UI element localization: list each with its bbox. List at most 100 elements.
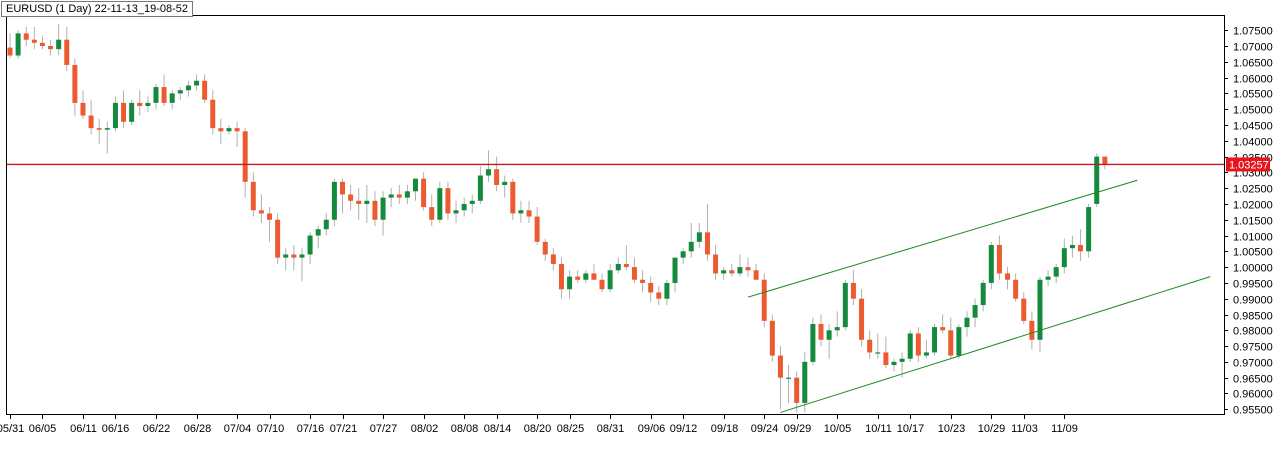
candle-body xyxy=(664,282,670,299)
candle-body xyxy=(834,327,840,331)
candle-body xyxy=(777,355,783,378)
candle-body xyxy=(307,235,313,255)
x-tick-label: 09/12 xyxy=(670,423,698,435)
candle-body xyxy=(445,188,451,214)
candle-body xyxy=(988,245,994,283)
candle-body xyxy=(121,102,127,122)
candle-body xyxy=(1086,207,1092,252)
x-tick-label: 07/16 xyxy=(297,423,325,435)
candle-body xyxy=(218,128,224,132)
candle-body xyxy=(242,131,248,182)
candle-body xyxy=(542,241,548,255)
y-tick-label: 1.04500 xyxy=(1233,121,1273,133)
candle-body xyxy=(591,273,597,280)
x-tick-label: 07/04 xyxy=(224,423,252,435)
candle-body xyxy=(137,102,143,107)
y-tick-label: 0.98500 xyxy=(1233,311,1273,323)
candle-body xyxy=(23,33,29,40)
y-tick-label: 1.06000 xyxy=(1233,74,1273,86)
candle-body xyxy=(1078,245,1084,252)
candle-body xyxy=(348,194,354,201)
candle-body xyxy=(558,263,564,290)
candle-body xyxy=(850,282,856,299)
candle-body xyxy=(640,279,646,283)
candle-body xyxy=(194,80,200,86)
candle-body xyxy=(721,270,727,274)
candle-body xyxy=(948,330,954,356)
candle-body xyxy=(842,282,848,328)
x-tick-label: 07/10 xyxy=(257,423,285,435)
candle-body xyxy=(250,181,256,211)
x-tick-label: 11/09 xyxy=(1051,423,1078,435)
candle-body xyxy=(696,232,702,242)
x-tick-label: 08/25 xyxy=(557,423,585,435)
x-tick-label: 06/05 xyxy=(29,423,57,435)
candle-body xyxy=(234,128,240,132)
y-tick-label: 0.95500 xyxy=(1233,405,1273,417)
candle-body xyxy=(226,128,232,132)
candle-body xyxy=(859,298,865,340)
candle-body xyxy=(502,181,508,185)
y-tick-label: 1.01000 xyxy=(1233,232,1273,244)
candle-body xyxy=(567,276,573,290)
x-tick-label: 10/05 xyxy=(824,423,852,435)
candle-body xyxy=(761,279,767,321)
candle-body xyxy=(631,267,637,280)
candle-body xyxy=(1102,156,1108,165)
candle-body xyxy=(940,327,946,331)
x-tick-label: 10/29 xyxy=(978,423,1006,435)
x-tick-label: 06/28 xyxy=(184,423,212,435)
candle-body xyxy=(380,197,386,220)
candle-body xyxy=(7,47,13,56)
y-tick-label: 1.06500 xyxy=(1233,58,1273,70)
candle-body xyxy=(161,87,167,103)
candle-body xyxy=(923,352,929,356)
candle-body xyxy=(688,241,694,252)
candle-body xyxy=(413,178,418,192)
candle-body xyxy=(169,93,175,103)
candle-body xyxy=(323,219,329,230)
candle-body xyxy=(510,181,516,214)
candle-body xyxy=(494,169,500,185)
candle-body xyxy=(680,251,686,258)
candle-body xyxy=(112,102,118,129)
candle-body xyxy=(283,254,289,258)
y-tick-label: 1.04000 xyxy=(1233,137,1273,149)
x-tick-label: 10/17 xyxy=(897,423,925,435)
x-tick-label: 08/20 xyxy=(524,423,552,435)
candle-body xyxy=(583,273,589,280)
y-tick-label: 1.00000 xyxy=(1233,263,1273,275)
candle-body xyxy=(129,102,135,122)
candle-body xyxy=(80,102,86,116)
x-tick-label: 09/18 xyxy=(711,423,739,435)
candle-body xyxy=(404,191,410,198)
y-tick-label: 0.99500 xyxy=(1233,279,1273,291)
candle-body xyxy=(794,377,800,403)
candle-body xyxy=(899,358,905,362)
x-tick-label: 11/03 xyxy=(1011,423,1038,435)
candle-body xyxy=(461,203,467,211)
candle-body xyxy=(39,42,45,47)
candle-body xyxy=(745,267,751,271)
candle-body xyxy=(656,292,662,299)
x-tick-label: 09/06 xyxy=(638,423,666,435)
candle-body xyxy=(1061,248,1067,268)
candle-body xyxy=(356,200,362,204)
candle-body xyxy=(891,361,897,366)
x-tick-label: 07/21 xyxy=(330,423,358,435)
candle-body xyxy=(550,254,556,264)
candle-body xyxy=(267,213,273,220)
candle-body xyxy=(275,219,281,258)
x-tick-label: 08/31 xyxy=(597,423,625,435)
candle-body xyxy=(31,39,37,43)
candle-body xyxy=(421,178,427,208)
x-tick-label: 08/14 xyxy=(484,423,512,435)
y-tick-label: 1.05500 xyxy=(1233,89,1273,101)
x-tick-label: 09/24 xyxy=(751,423,779,435)
candle-body xyxy=(56,39,62,50)
candle-body xyxy=(202,80,208,100)
y-tick-label: 0.97000 xyxy=(1233,358,1273,370)
candle-body xyxy=(786,377,792,379)
candle-body xyxy=(258,210,264,214)
candle-body xyxy=(704,232,710,255)
